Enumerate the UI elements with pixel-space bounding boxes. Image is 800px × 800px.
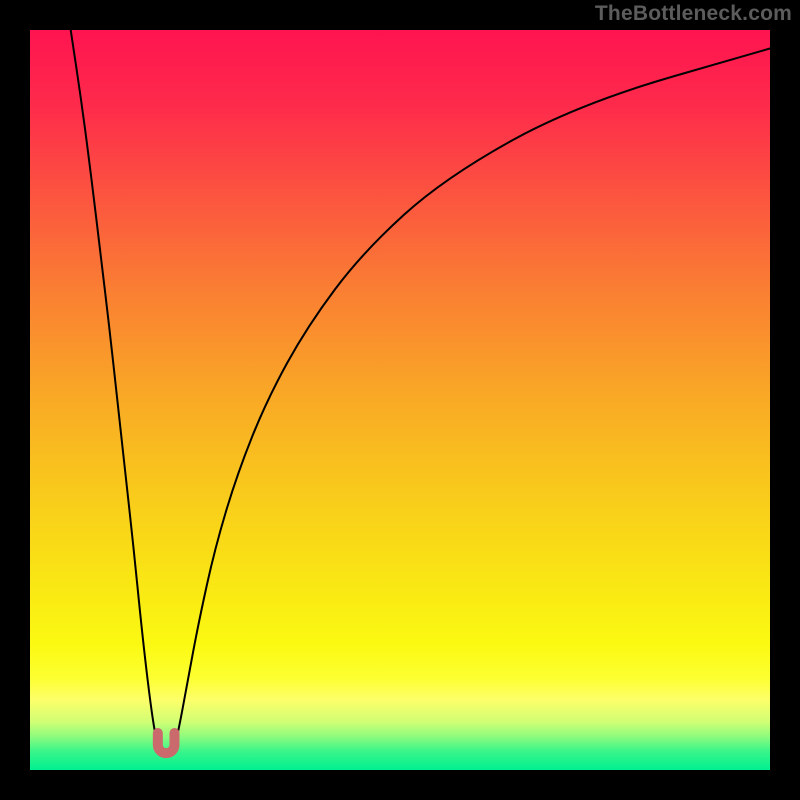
chart-frame: TheBottleneck.com xyxy=(0,0,800,800)
chart-svg xyxy=(30,30,770,770)
plot-area xyxy=(30,30,770,770)
watermark-text: TheBottleneck.com xyxy=(595,2,792,26)
gradient-background xyxy=(30,30,770,770)
